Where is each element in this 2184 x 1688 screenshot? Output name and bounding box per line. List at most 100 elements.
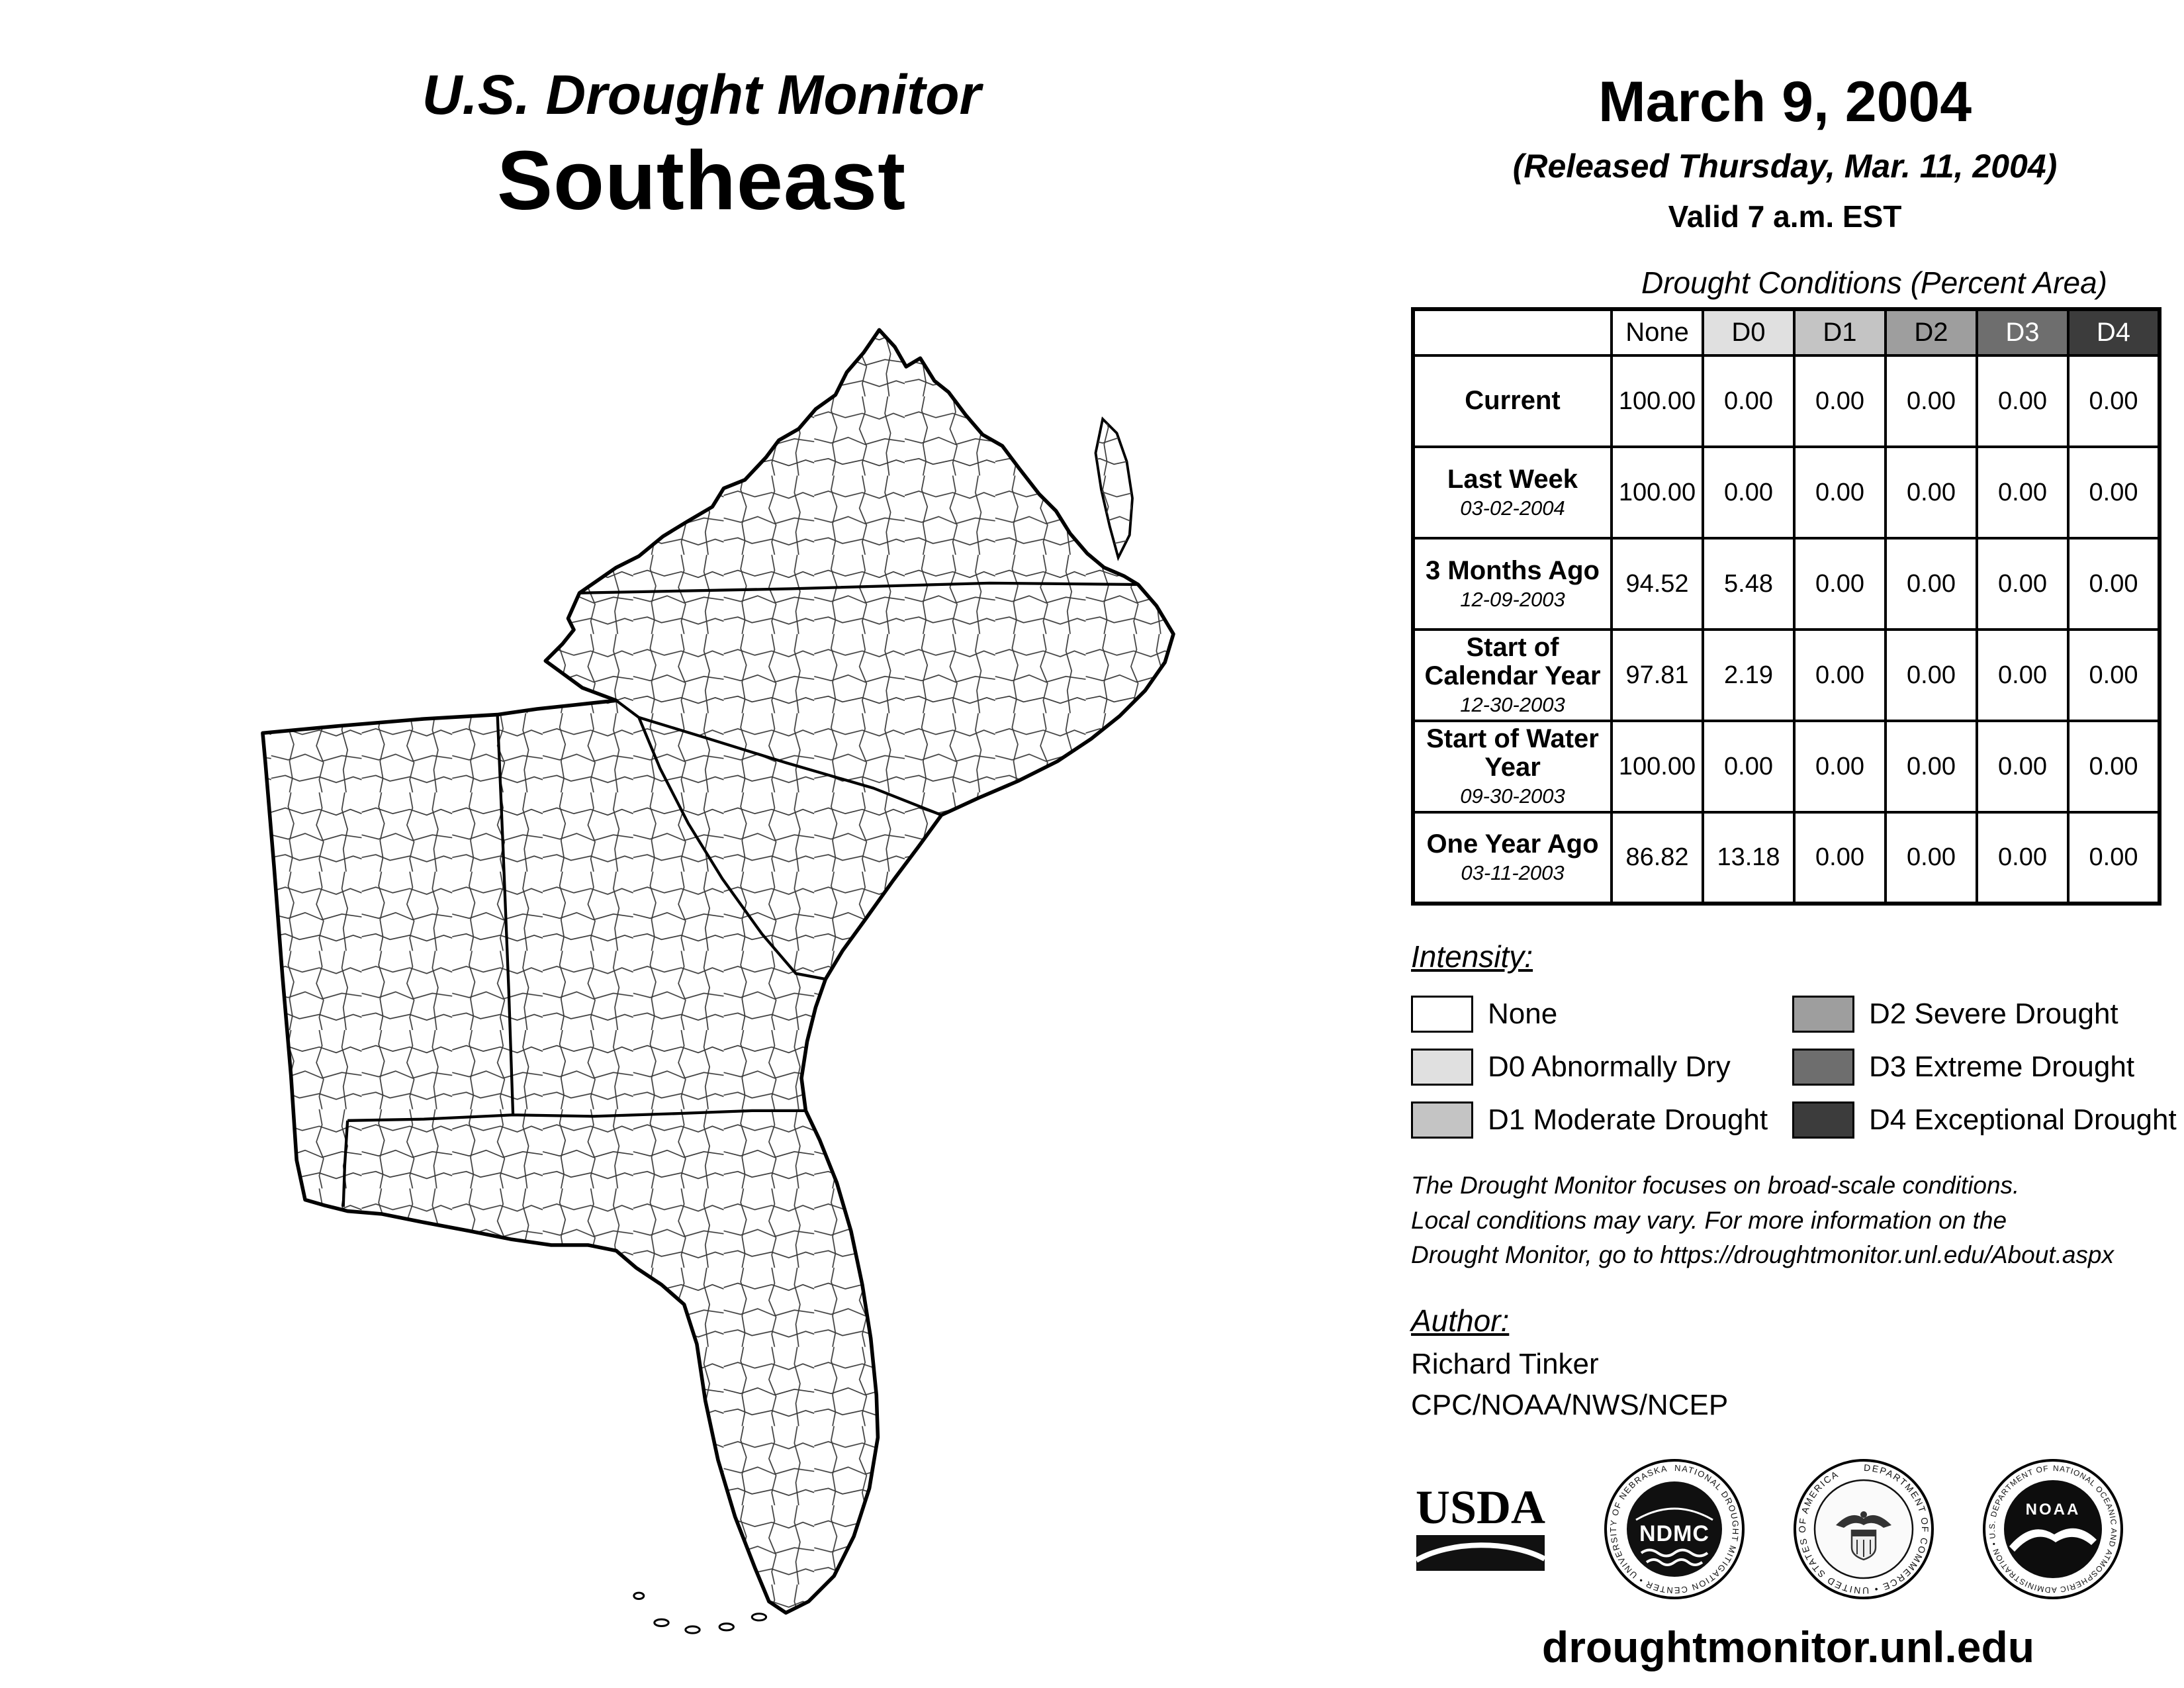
author-organization: CPC/NOAA/NWS/NCEP — [1411, 1389, 1729, 1421]
eastern-shore-counties — [1095, 418, 1133, 558]
legend-item-d3: D3 Extreme Drought — [1792, 1049, 2184, 1086]
disclaimer-line: The Drought Monitor focuses on broad-sca… — [1411, 1172, 2020, 1199]
intensity-legend: None D2 Severe Drought D0 Abnormally Dry… — [1411, 988, 2184, 1147]
table-cell: 0.00 — [1884, 628, 1978, 722]
eagle-emblem — [1836, 1515, 1891, 1528]
release-date: (Released Thursday, Mar. 11, 2004) — [1512, 148, 2058, 185]
table-cell: 97.81 — [1610, 628, 1704, 722]
table-cell: 13.18 — [1702, 811, 1796, 905]
table-cell: 0.00 — [1884, 720, 1978, 814]
row-label-date: 12-30-2003 — [1460, 693, 1565, 717]
row-label-date: 12-09-2003 — [1460, 587, 1565, 611]
noaa-wordmark: NOAA — [2026, 1501, 2081, 1519]
table-cell: 0.00 — [1976, 720, 2070, 814]
ndmc-logo: NATIONAL DROUGHT MITIGATION CENTER • UNI… — [1604, 1459, 1745, 1599]
column-header-d3: D3 — [1976, 308, 2070, 357]
table-row: 3 Months Ago 12-09-2003 94.52 5.48 0.00 … — [1412, 537, 2161, 631]
report-title: U.S. Drought Monitor — [422, 64, 981, 126]
table-cell: 0.00 — [1702, 720, 1796, 814]
table-cell: 0.00 — [1884, 445, 1978, 539]
table-cell: 0.00 — [1793, 628, 1887, 722]
table-cell: 0.00 — [1793, 720, 1887, 814]
table-header-row: None D0 D1 D2 D3 D4 — [1413, 308, 2161, 357]
legend-item-d2: D2 Severe Drought — [1792, 996, 2184, 1033]
disclaimer-line: Drought Monitor, go to https://droughtmo… — [1411, 1241, 2114, 1269]
table-corner-blank — [1413, 309, 1612, 355]
legend-label: D2 Severe Drought — [1869, 998, 2118, 1030]
row-label: One Year Ago 03-11-2003 — [1412, 811, 1613, 905]
table-cell: 0.00 — [1976, 537, 2070, 631]
table-cell: 0.00 — [1976, 811, 2070, 905]
florida-keys — [633, 1591, 768, 1634]
county-boundaries — [262, 330, 1173, 1613]
legend-label: D4 Exceptional Drought — [1869, 1103, 2177, 1136]
legend-swatch-d4 — [1792, 1102, 1854, 1139]
table-cell: 0.00 — [1793, 811, 1887, 905]
row-label-text: 3 Months Ago — [1426, 555, 1600, 585]
table-cell: 0.00 — [1976, 445, 2070, 539]
legend-item-d4: D4 Exceptional Drought — [1792, 1102, 2184, 1139]
usda-logo: USDA — [1415, 1481, 1546, 1571]
row-label: 3 Months Ago 12-09-2003 — [1412, 537, 1613, 631]
row-label-text: Start of Calendar Year — [1424, 632, 1601, 691]
row-label-date: 03-11-2003 — [1461, 861, 1565, 885]
usda-wordmark: USDA — [1416, 1481, 1545, 1534]
table-cell: 0.00 — [1976, 354, 2070, 448]
intensity-heading: Intensity: — [1411, 939, 1533, 974]
column-header-d2: D2 — [1884, 308, 1978, 357]
table-cell: 86.82 — [1610, 811, 1704, 905]
table-cell: 2.19 — [1702, 628, 1796, 722]
table-title: Drought Conditions (Percent Area) — [1641, 265, 2107, 300]
table-cell: 100.00 — [1610, 720, 1704, 814]
column-header-d4: D4 — [2067, 308, 2161, 357]
row-label-text: Last Week — [1447, 464, 1578, 494]
row-label: Start of Calendar Year 12-30-2003 — [1412, 628, 1613, 722]
commerce-seal: DEPARTMENT OF COMMERCE • UNITED STATES O… — [1794, 1459, 1934, 1599]
legend-label: None — [1488, 998, 1558, 1030]
disclaimer: The Drought Monitor focuses on broad-sca… — [1411, 1168, 2114, 1273]
seagull-icon — [2009, 1528, 2097, 1552]
table-row: One Year Ago 03-11-2003 86.82 13.18 0.00… — [1412, 811, 2161, 905]
row-label: Current — [1412, 354, 1613, 448]
table-cell: 0.00 — [1793, 445, 1887, 539]
noaa-logo: NATIONAL OCEANIC AND ATMOSPHERIC ADMINIS… — [1980, 1456, 2123, 1599]
ndmc-wordmark: NDMC — [1639, 1521, 1709, 1546]
legend-label: D0 Abnormally Dry — [1488, 1051, 1731, 1083]
legend-label: D1 Moderate Drought — [1488, 1103, 1768, 1136]
legend-swatch-d0 — [1411, 1049, 1473, 1086]
author-name: Richard Tinker — [1411, 1348, 1599, 1380]
column-header-none: None — [1610, 308, 1704, 357]
table-row: Start of Water Year 09-30-2003 100.00 0.… — [1412, 720, 2161, 814]
legend-item-none: None — [1411, 996, 1792, 1033]
row-label-date: 03-02-2004 — [1460, 496, 1565, 520]
region-title: Southeast — [496, 134, 907, 227]
row-label: Start of Water Year 09-30-2003 — [1412, 720, 1613, 814]
legend-item-d0: D0 Abnormally Dry — [1411, 1049, 1792, 1086]
table-cell: 0.00 — [1793, 537, 1887, 631]
usda-swoosh — [1415, 1542, 1546, 1563]
table-row: Last Week 03-02-2004 100.00 0.00 0.00 0.… — [1412, 445, 2161, 539]
row-label-date: 09-30-2003 — [1460, 784, 1565, 808]
table-cell: 0.00 — [2067, 720, 2161, 814]
table-row: Start of Calendar Year 12-30-2003 97.81 … — [1412, 628, 2161, 722]
report-date: March 9, 2004 — [1598, 70, 1972, 134]
table-cell: 0.00 — [1976, 628, 2070, 722]
table-cell: 0.00 — [1702, 445, 1796, 539]
legend-item-d1: D1 Moderate Drought — [1411, 1102, 1792, 1139]
author-heading: Author: — [1411, 1303, 1510, 1338]
table-cell: 0.00 — [2067, 445, 2161, 539]
state-borders — [341, 581, 1138, 1207]
column-header-d1: D1 — [1793, 308, 1887, 357]
row-label: Last Week 03-02-2004 — [1412, 445, 1613, 539]
legend-swatch-d3 — [1792, 1049, 1854, 1086]
southeast-drought-map — [261, 328, 1175, 1634]
table-cell: 0.00 — [2067, 628, 2161, 722]
legend-swatch-d2 — [1792, 996, 1854, 1033]
legend-label: D3 Extreme Drought — [1869, 1051, 2135, 1083]
table-cell: 0.00 — [2067, 811, 2161, 905]
disclaimer-line: Local conditions may vary. For more info… — [1411, 1206, 2007, 1234]
row-label-text: One Year Ago — [1426, 829, 1599, 859]
table-cell: 5.48 — [1702, 537, 1796, 631]
usda-field — [1416, 1535, 1545, 1571]
table-cell: 94.52 — [1610, 537, 1704, 631]
